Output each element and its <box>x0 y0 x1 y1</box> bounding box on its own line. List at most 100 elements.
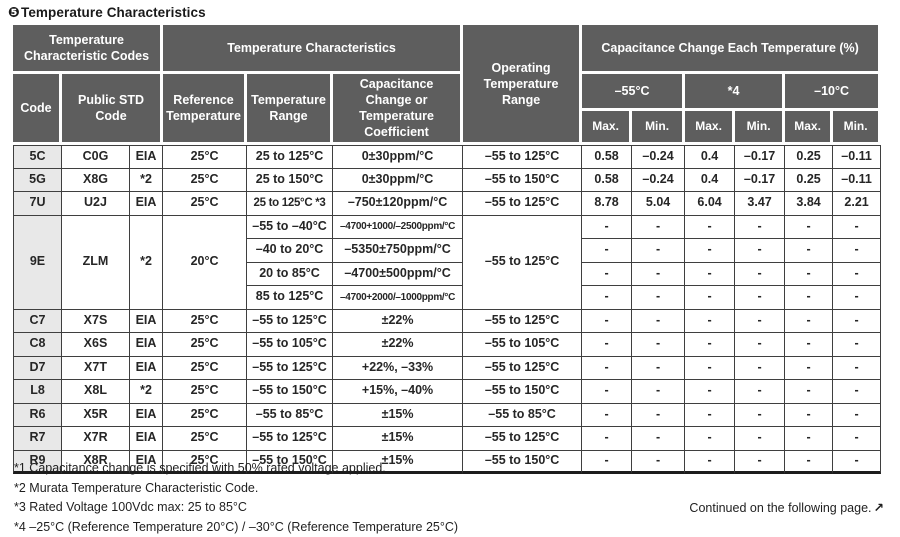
capacitance-change-cell: +22%, –33% <box>333 356 464 380</box>
value-cell: –0.17 <box>735 145 786 169</box>
continued-note-text: Continued on the following page. <box>689 501 872 515</box>
value-cell: - <box>582 286 633 310</box>
header-operating-temperature-range: Operating Temperature Range <box>463 25 583 145</box>
capacitance-change-cell: +15%, –40% <box>333 380 464 404</box>
temperature-range-cell: 85 to 125°C <box>247 286 334 310</box>
operating-range-cell: –55 to 85°C <box>463 403 583 427</box>
value-cell: - <box>735 380 786 404</box>
value-cell: –0.11 <box>833 145 882 169</box>
code-cell: R7 <box>13 427 62 451</box>
table-row: R6 X5R EIA 25°C –55 to 85°C ±15% –55 to … <box>13 403 882 427</box>
value-cell: - <box>685 450 736 474</box>
capacitance-change-cell: ±22% <box>333 309 464 333</box>
std-org-cell: *2 <box>130 168 164 192</box>
value-cell: 0.58 <box>582 168 633 192</box>
std-org-cell: EIA <box>130 427 164 451</box>
value-cell: - <box>735 333 786 357</box>
header-temp-star4: *4 <box>685 74 786 112</box>
temperature-range-cell: 25 to 125°C <box>247 145 334 169</box>
value-cell: - <box>833 333 882 357</box>
operating-range-cell: –55 to 125°C <box>463 309 583 333</box>
value-cell: 0.25 <box>785 168 834 192</box>
public-std-code-cell: X7T <box>62 356 130 380</box>
temperature-range-cell: –55 to 150°C <box>247 380 334 404</box>
temperature-range-cell: –55 to 105°C <box>247 333 334 357</box>
value-cell: –0.24 <box>632 145 686 169</box>
value-cell: - <box>735 262 786 286</box>
value-cell: - <box>582 356 633 380</box>
value-cell: 3.47 <box>735 192 786 216</box>
reference-temperature-cell: 25°C <box>163 403 248 427</box>
std-org-cell: EIA <box>130 403 164 427</box>
reference-temperature-cell: 25°C <box>163 333 248 357</box>
reference-temperature-cell: 25°C <box>163 427 248 451</box>
value-cell: - <box>785 309 834 333</box>
continued-note: Continued on the following page. ↗ <box>689 500 884 515</box>
value-cell: - <box>785 356 834 380</box>
value-cell: - <box>582 380 633 404</box>
value-cell: - <box>632 356 686 380</box>
footnotes: *1 Capacitance change is specified with … <box>14 459 458 537</box>
value-cell: - <box>785 380 834 404</box>
header-reference-temperature: Reference Temperature <box>163 74 248 145</box>
capacitance-change-cell: ±15% <box>333 450 464 474</box>
value-cell: - <box>735 309 786 333</box>
temperature-range-cell: 20 to 85°C <box>247 262 334 286</box>
header-row-sub: Code Public STD Code Reference Temperatu… <box>13 74 882 145</box>
value-cell: –0.24 <box>632 168 686 192</box>
code-cell: 7U <box>13 192 62 216</box>
capacitance-change-cell: –5350±750ppm/°C <box>333 239 464 263</box>
header-code: Code <box>13 74 62 145</box>
table-row: C8 X6S EIA 25°C –55 to 105°C ±22% –55 to… <box>13 333 882 357</box>
value-cell: - <box>685 309 736 333</box>
footnote-3: *3 Rated Voltage 100Vdc max: 25 to 85°C <box>14 500 247 514</box>
value-cell: - <box>685 356 736 380</box>
value-cell: - <box>785 215 834 239</box>
value-cell: - <box>833 380 882 404</box>
reference-temperature-cell: 20°C <box>163 215 248 310</box>
std-org-cell: EIA <box>130 333 164 357</box>
code-cell: 5G <box>13 168 62 192</box>
temperature-range-cell: –40 to 20°C <box>247 239 334 263</box>
value-cell: - <box>833 403 882 427</box>
code-cell: R9 <box>13 450 62 474</box>
value-cell: - <box>632 427 686 451</box>
value-cell: 6.04 <box>685 192 736 216</box>
value-cell: - <box>632 262 686 286</box>
table-row: 5C C0G EIA 25°C 25 to 125°C 0±30ppm/°C –… <box>13 145 882 169</box>
value-cell: - <box>632 215 686 239</box>
value-cell: - <box>735 215 786 239</box>
table-row: D7 X7T EIA 25°C –55 to 125°C +22%, –33% … <box>13 356 882 380</box>
value-cell: - <box>735 450 786 474</box>
value-cell: –0.17 <box>735 168 786 192</box>
public-std-code-cell: X8G <box>62 168 130 192</box>
value-cell: - <box>833 427 882 451</box>
temperature-range-cell: 25 to 150°C <box>247 168 334 192</box>
value-cell: - <box>785 450 834 474</box>
value-cell: - <box>582 215 633 239</box>
std-org-cell: EIA <box>130 356 164 380</box>
table-row: R9 X8R EIA 25°C –55 to 150°C ±15% –55 to… <box>13 450 882 474</box>
value-cell: - <box>685 333 736 357</box>
operating-range-cell: –55 to 125°C <box>463 145 583 169</box>
operating-range-cell: –55 to 125°C <box>463 215 583 310</box>
std-org-cell: *2 <box>130 380 164 404</box>
value-cell: - <box>833 215 882 239</box>
reference-temperature-cell: 25°C <box>163 309 248 333</box>
temperature-range-cell: –55 to 125°C <box>247 356 334 380</box>
public-std-code-cell: X7R <box>62 427 130 451</box>
table-row: –40 to 20°C –5350±750ppm/°C - - - - - - <box>13 239 882 263</box>
header-characteristic-codes: Temperature Characteristic Codes <box>13 25 164 74</box>
value-cell: - <box>833 286 882 310</box>
temperature-range-cell: –55 to –40°C <box>247 215 334 239</box>
operating-range-cell: –55 to 150°C <box>463 380 583 404</box>
reference-temperature-cell: 25°C <box>163 450 248 474</box>
capacitance-change-cell: 0±30ppm/°C <box>333 168 464 192</box>
header-temperature-range: Temperature Range <box>247 74 334 145</box>
value-cell: 3.84 <box>785 192 834 216</box>
header-row-groups: Temperature Characteristic Codes Tempera… <box>13 25 882 145</box>
header-capacitance-change-each-temperature: Capacitance Change Each Temperature (%) <box>582 25 882 74</box>
header-temp-minus55: –55°C <box>582 74 686 112</box>
table-row: 85 to 125°C –4700+2000/–1000ppm/°C - - -… <box>13 286 882 310</box>
value-cell: - <box>735 286 786 310</box>
